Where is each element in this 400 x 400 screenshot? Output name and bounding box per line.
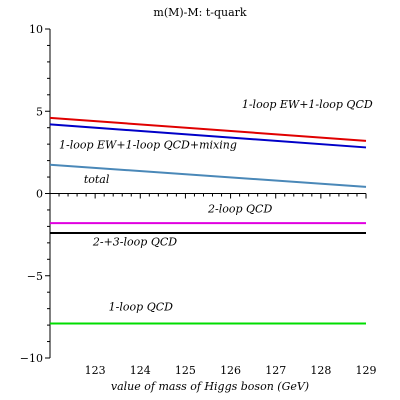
series-layer: [49, 116, 367, 325]
chart-title: m(M)-M: t-quark: [153, 6, 247, 19]
series-line-total: [49, 163, 367, 188]
series-annotation: 2-+3-loop QCD: [92, 235, 177, 248]
x-tick-label: 128: [310, 364, 331, 377]
annotation-layer: 1-loop EW+1-loop QCD 1-loop EW+1-loop QCD…: [59, 98, 373, 313]
series-annotation: 1-loop QCD: [109, 300, 173, 313]
x-axis-label: value of mass of Higgs boson (GeV): [111, 380, 309, 393]
x-tick-label: 124: [130, 364, 151, 377]
series-annotation: 2-loop QCD: [207, 202, 272, 215]
x-tick-label: 129: [356, 364, 377, 377]
axes: −10 −5 0 5 10 123 124 125 126 127 128 129: [20, 23, 377, 377]
x-tick-label: 126: [220, 364, 241, 377]
x-tick-label: 125: [175, 364, 196, 377]
series-line-1-loop-ew-1-loop-qcd-mixing: [49, 123, 367, 149]
x-tick-label: 127: [265, 364, 286, 377]
y-tick-label: 10: [29, 23, 43, 36]
y-tick-label: −5: [27, 270, 43, 283]
y-tick-label: −10: [20, 352, 43, 365]
series-annotation: total: [84, 173, 110, 186]
y-tick-label: 0: [36, 188, 43, 201]
y-tick-label: 5: [36, 105, 43, 118]
series-line-1-loop-ew-1-loop-qcd: [49, 116, 367, 142]
series-annotation: 1-loop EW+1-loop QCD+mixing: [59, 138, 237, 151]
x-tick-label: 123: [85, 364, 106, 377]
series-annotation: 1-loop EW+1-loop QCD: [242, 98, 373, 111]
